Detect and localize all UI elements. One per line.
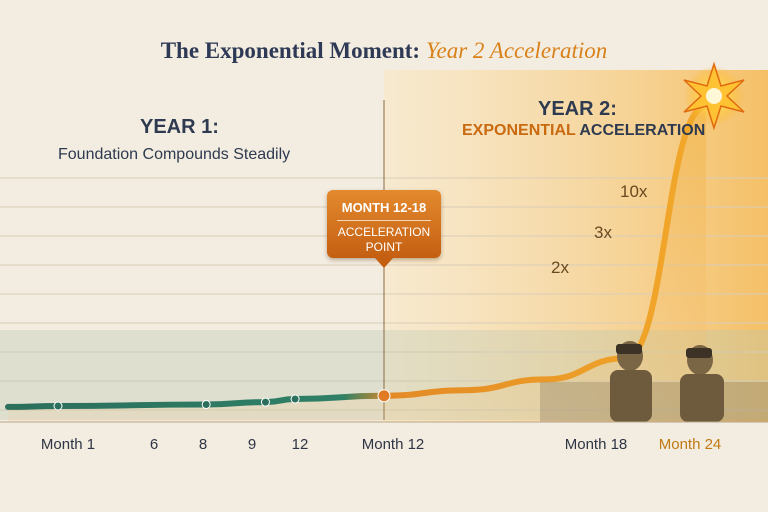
year2-heading: YEAR 2:: [538, 98, 617, 120]
x-tick-label: Month 18: [564, 436, 628, 453]
multiplier-label: 3x: [594, 223, 612, 242]
binocular-figures: [540, 341, 768, 422]
x-tick-label: 8: [198, 436, 208, 453]
year2-subtitle-accent: EXPONENTIAL: [462, 122, 576, 139]
multiplier-label: 2x: [551, 258, 569, 277]
x-tick-label: Month 12: [361, 436, 425, 453]
callout-line2: POINT: [365, 240, 403, 254]
data-point: [201, 399, 211, 409]
data-point: [53, 401, 63, 411]
data-point: [377, 389, 391, 403]
data-point: [260, 397, 270, 407]
multiplier-label: 10x: [620, 182, 648, 201]
callout-title: MONTH 12-18: [341, 200, 427, 215]
x-tick-label: 6: [149, 436, 159, 453]
title-accent: Year 2 Acceleration: [425, 38, 608, 63]
observer-body: [610, 370, 652, 422]
year2-subtitle-rest: ACCELERATION: [579, 122, 706, 139]
callout-divider: [337, 220, 431, 221]
x-tick-label: 9: [247, 436, 257, 453]
x-tick-label-highlight: Month 24: [658, 436, 722, 453]
x-tick-label: Month 1: [40, 436, 96, 453]
title-main: The Exponential Moment:: [160, 38, 421, 63]
year2-subtitle: EXPONENTIAL ACCELERATION: [462, 122, 705, 140]
callout-line1: ACCELERATION: [337, 225, 431, 239]
acceleration-callout: MONTH 12-18 ACCELERATION POINT: [327, 190, 441, 268]
year1-subtitle: Foundation Compounds Steadily: [58, 146, 291, 163]
binoculars-icon: [686, 348, 712, 358]
data-point: [290, 394, 300, 404]
starburst-icon: [683, 61, 745, 131]
observer-body: [680, 374, 724, 422]
x-tick-label: 12: [291, 436, 309, 453]
chart-title: The Exponential Moment: Year 2 Accelerat…: [0, 38, 768, 64]
binoculars-icon: [616, 344, 642, 354]
year1-heading: YEAR 1:: [140, 116, 219, 138]
callout-subtitle: ACCELERATION POINT: [327, 225, 441, 255]
